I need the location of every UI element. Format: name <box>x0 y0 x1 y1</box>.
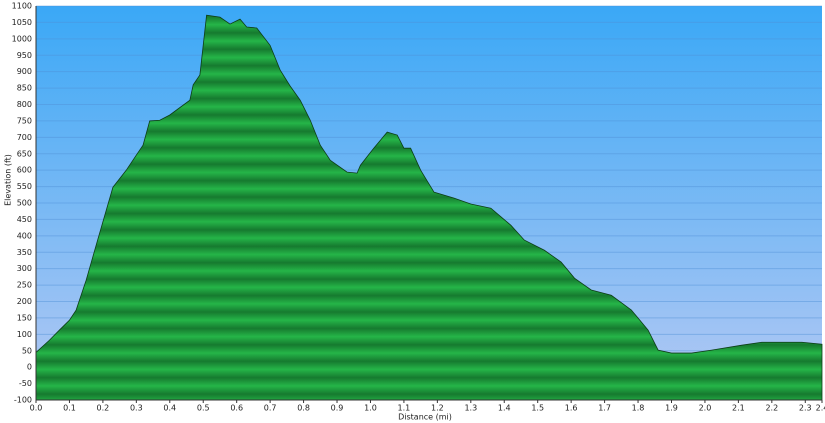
area-layer <box>35 14 823 401</box>
x-tick-label: 0.0 <box>30 404 43 413</box>
y-tick-label: -50 <box>19 379 32 388</box>
y-tick-label: 50 <box>22 346 32 355</box>
y-tick-label: 900 <box>17 67 32 76</box>
y-tick-label: 950 <box>17 51 32 60</box>
y-tick-label: 1000 <box>12 34 32 43</box>
x-tick-label: 1.2 <box>431 404 444 413</box>
y-tick-label: 750 <box>17 116 32 125</box>
x-tick-label: 2.0 <box>699 404 712 413</box>
y-tick-label: 200 <box>17 297 32 306</box>
y-tick-label: 300 <box>17 264 32 273</box>
elevation-area <box>35 14 823 401</box>
y-tick-label: 800 <box>17 100 32 109</box>
y-axis-label: Elevation (ft) <box>4 154 13 206</box>
x-tick-label: 2.3 <box>799 404 812 413</box>
x-axis-label: Distance (mi) <box>398 413 452 422</box>
y-tick-label: 400 <box>17 231 32 240</box>
y-tick-label: 100 <box>17 330 32 339</box>
x-tick-label: 1.0 <box>364 404 377 413</box>
y-tick-label: 550 <box>17 182 32 191</box>
y-tick-label: 850 <box>17 84 32 93</box>
x-tick-label: 1.7 <box>598 404 611 413</box>
y-tick-label: 600 <box>17 166 32 175</box>
x-tick-label: 0.2 <box>97 404 110 413</box>
y-tick-label: 700 <box>17 133 32 142</box>
x-tick-label: 1.4 <box>498 404 511 413</box>
x-tick-label: 1.3 <box>464 404 477 413</box>
x-tick-label: 2.2 <box>765 404 778 413</box>
y-tick-label: 650 <box>17 149 32 158</box>
x-tick-label: 1.1 <box>398 404 411 413</box>
x-tick-label: 0.4 <box>163 404 176 413</box>
y-tick-label: 150 <box>17 313 32 322</box>
x-tick-label: 1.8 <box>632 404 645 413</box>
y-tick-label: 1050 <box>12 18 32 27</box>
x-tick-label: 0.9 <box>331 404 344 413</box>
x-tick-label: 1.9 <box>665 404 678 413</box>
x-tick-label: 2.4 <box>816 404 825 413</box>
x-tick-label: 0.1 <box>63 404 76 413</box>
x-tick-label: 0.5 <box>197 404 210 413</box>
y-tick-label: 350 <box>17 248 32 257</box>
y-tick-label: 0 <box>27 363 32 372</box>
x-tick-label: 0.7 <box>264 404 277 413</box>
x-tick-label: 0.3 <box>130 404 143 413</box>
y-tick-label: 1100 <box>12 2 32 11</box>
y-tick-label: 450 <box>17 215 32 224</box>
x-tick-label: 0.6 <box>230 404 243 413</box>
y-tick-label: -100 <box>14 396 32 405</box>
y-tick-label: 500 <box>17 199 32 208</box>
x-tick-label: 2.1 <box>732 404 745 413</box>
axes: -100 -50 0 50 100 150 200 250 300 350 400 450 500 550… <box>12 2 825 413</box>
y-tick-label: 250 <box>17 281 32 290</box>
x-tick-label: 0.8 <box>297 404 310 413</box>
x-tick-label: 1.5 <box>531 404 544 413</box>
x-tick-label: 1.6 <box>565 404 578 413</box>
